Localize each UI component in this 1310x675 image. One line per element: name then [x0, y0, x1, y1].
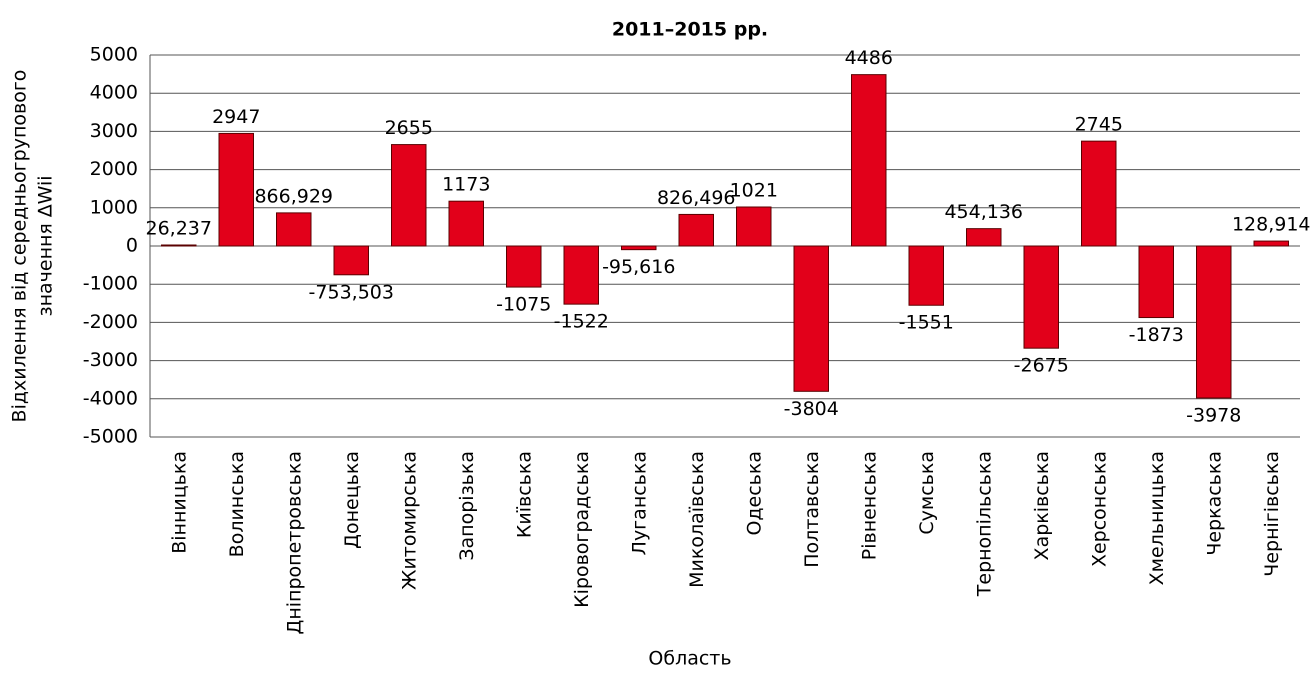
data-label: -1522 [554, 311, 609, 333]
x-tick-label: Донецька [341, 451, 363, 549]
y-tick-label: -4000 [83, 387, 138, 409]
data-label: 1021 [730, 179, 778, 201]
bar [908, 245, 944, 306]
data-label: 26,237 [146, 217, 212, 239]
y-tick-label: -5000 [83, 426, 138, 448]
bar [391, 144, 427, 247]
x-tick-label: Харківська [1031, 451, 1053, 560]
bar [1023, 245, 1059, 349]
x-tick-label: Київська [513, 451, 535, 538]
x-tick-label: Хмельницька [1146, 451, 1168, 585]
y-tick-label: 4000 [90, 82, 138, 104]
x-tick-label: Чернігівська [1261, 451, 1283, 577]
data-label: -2675 [1014, 355, 1069, 377]
bar [1253, 240, 1289, 247]
x-tick-label: Миколаївська [686, 451, 708, 588]
y-tick-label: -3000 [83, 349, 138, 371]
y-tick-label: 5000 [90, 44, 138, 66]
x-axis-label: Область [648, 648, 731, 670]
x-tick-label: Херсонська [1088, 451, 1110, 567]
x-tick-label: Запорізька [456, 451, 478, 561]
x-tick-label: Житомирська [398, 451, 420, 590]
x-tick-label: Полтавська [801, 451, 823, 568]
x-tick-label: Волинська [226, 451, 248, 557]
bar [793, 245, 829, 392]
data-label: 4486 [845, 47, 893, 69]
x-tick-label: Тернопільська [973, 451, 995, 597]
bar [621, 245, 657, 251]
y-axis-label: значення ∆Wii [35, 175, 57, 316]
x-tick-label: Дніпропетровська [283, 451, 305, 634]
data-label: -3804 [784, 398, 839, 420]
x-tick-label: Одеська [743, 451, 765, 536]
x-tick-label: Рівненська [858, 451, 880, 560]
bar [276, 212, 312, 247]
bar [218, 132, 254, 247]
bar [563, 245, 599, 305]
bar [851, 74, 887, 247]
data-label: -1551 [899, 312, 954, 334]
data-label: 2655 [385, 117, 433, 139]
bar [1196, 245, 1232, 399]
data-label: -1873 [1129, 324, 1184, 346]
x-tick-label: Луганська [628, 451, 650, 555]
data-label: -3978 [1186, 404, 1241, 426]
bar [1081, 140, 1117, 247]
x-tick-label: Сумська [916, 451, 938, 535]
bar [161, 244, 197, 247]
bar [736, 206, 772, 247]
data-label: 866,929 [254, 185, 333, 207]
data-label: 1173 [442, 174, 490, 196]
bar [1138, 245, 1174, 319]
data-label: 2745 [1075, 114, 1123, 136]
data-label: -753,503 [309, 281, 394, 303]
data-label: -95,616 [602, 256, 675, 278]
x-tick-label: Вінницька [168, 451, 190, 554]
y-tick-label: 2000 [90, 158, 138, 180]
y-tick-label: -1000 [83, 273, 138, 295]
data-label: -1075 [496, 294, 551, 316]
y-tick-label: 1000 [90, 196, 138, 218]
bar [333, 245, 369, 276]
y-axis-label: Відхилення від середньогрупового [9, 70, 31, 423]
bar [966, 228, 1002, 247]
x-tick-label: Кіровоградська [571, 451, 593, 608]
y-tick-label: -2000 [83, 311, 138, 333]
bar [678, 213, 714, 247]
bar [506, 245, 542, 288]
y-tick-label: 3000 [90, 120, 138, 142]
y-tick-label: 0 [126, 235, 138, 257]
x-tick-label: Черкаська [1203, 451, 1225, 556]
bar [448, 200, 484, 247]
data-label: 128,914 [1232, 214, 1310, 236]
data-label: 2947 [212, 106, 260, 128]
data-label: 826,496 [657, 187, 736, 209]
chart-title: 2011–2015 рр. [612, 19, 768, 41]
data-label: 454,136 [944, 201, 1023, 223]
